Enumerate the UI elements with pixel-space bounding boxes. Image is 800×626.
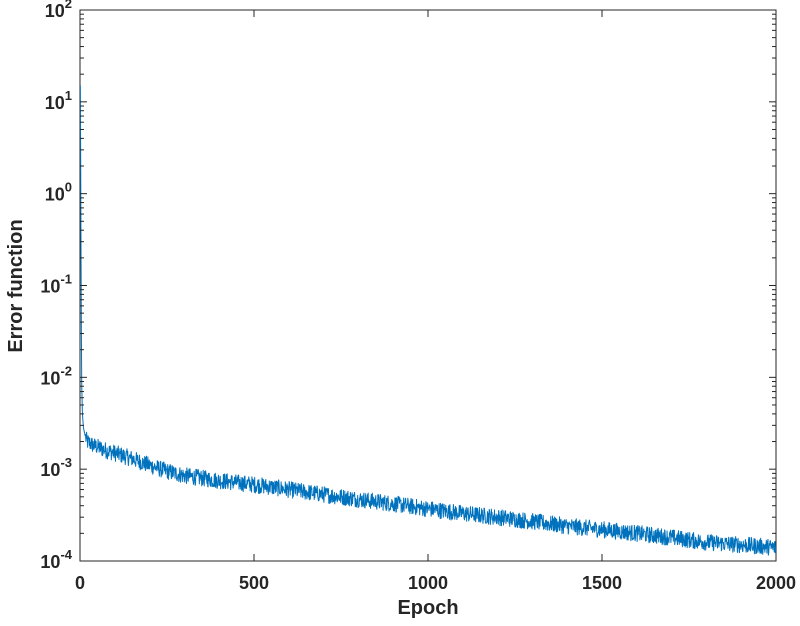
x-tick-label: 2000	[756, 573, 796, 593]
series-layer	[80, 85, 776, 556]
x-tick-label: 1000	[408, 573, 448, 593]
y-tick-label: 100	[45, 180, 72, 205]
y-tick-label: 10-1	[40, 272, 72, 297]
tick-label-layer: 0 500 1000 1500 2000 10-4 10-3 10-2 10-1 100 101 10…	[40, 0, 796, 593]
tick-layer	[79, 9, 777, 562]
y-tick-label: 102	[45, 0, 72, 21]
y-tick-label: 10-4	[40, 547, 72, 572]
y-tick-label: 101	[45, 88, 72, 113]
x-tick-label: 500	[239, 573, 269, 593]
x-tick-label: 0	[75, 573, 85, 593]
x-axis-label: Epoch	[397, 597, 458, 619]
y-axis-label: Error function	[5, 219, 27, 352]
y-tick-label: 10-3	[40, 455, 72, 480]
x-tick-label: 1500	[582, 573, 622, 593]
y-tick-label: 10-2	[40, 363, 72, 388]
series-line	[80, 85, 776, 556]
